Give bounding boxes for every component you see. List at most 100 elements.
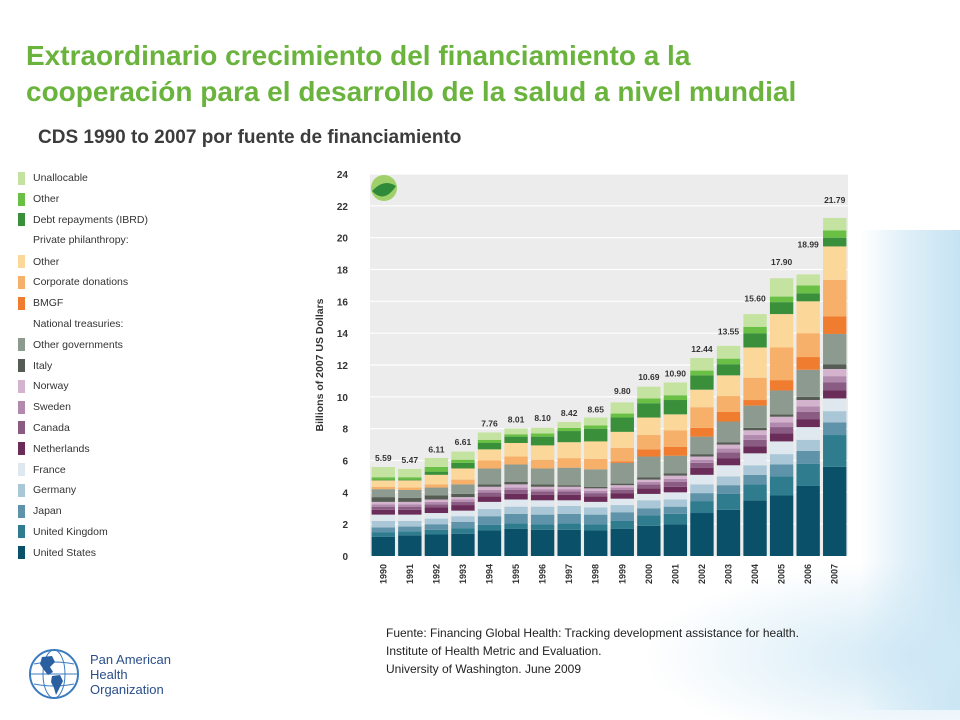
org-line-2: Health [90, 667, 128, 682]
bar-segment [716, 364, 741, 376]
bar-segment [610, 485, 634, 488]
bar-segment [610, 417, 634, 432]
legend-swatch [18, 483, 25, 497]
bar-segment [743, 326, 767, 334]
bar-segment [398, 504, 422, 507]
legend-label: BMGF [33, 297, 64, 310]
bar-segment [796, 301, 820, 334]
bar-segment [530, 468, 555, 485]
bar-segment [663, 513, 688, 525]
x-tick-label: 2001 [670, 564, 680, 584]
bar-segment [610, 528, 634, 556]
bar-segment [690, 501, 714, 514]
bar-segment [451, 462, 475, 469]
x-tick-label: 1997 [564, 564, 574, 584]
bar-total-label: 5.59 [375, 453, 392, 463]
x-tick-label: 1990 [378, 564, 388, 584]
legend-group-header: National treasuries: [33, 317, 124, 330]
bar-segment [796, 285, 820, 294]
bar-segment [371, 536, 395, 556]
bar-segment [743, 474, 767, 485]
bar-segment [743, 405, 767, 428]
bar-segment [371, 501, 395, 505]
legend-item: Germany [18, 480, 238, 501]
bar-segment [398, 497, 422, 502]
bar-segment [716, 442, 741, 445]
bar-segment [663, 478, 688, 482]
bar-segment [743, 314, 767, 327]
bar-segment [398, 489, 422, 498]
y-tick-label: 24 [337, 170, 349, 181]
bar-segment [637, 386, 661, 399]
bar-segment [398, 535, 422, 556]
bar-segment [371, 480, 395, 487]
bar-segment [716, 421, 741, 443]
bar-segment [477, 501, 502, 510]
bar-segment [769, 476, 794, 496]
bar-segment [716, 375, 741, 397]
bar-segment [769, 454, 794, 465]
bar-segment [637, 515, 661, 526]
bar-segment [769, 414, 794, 417]
bar-segment [424, 495, 449, 500]
bar-segment [663, 492, 688, 500]
bar-segment [584, 493, 608, 497]
bar-segment [584, 501, 608, 508]
bar-segment [557, 500, 581, 506]
bar-segment [424, 484, 449, 488]
bar-segment [530, 506, 555, 515]
bar-total-label: 18.99 [798, 240, 820, 250]
bar-segment [557, 458, 581, 468]
bar-segment [451, 528, 475, 534]
bar-segment [424, 457, 449, 467]
bar-segment [477, 442, 502, 450]
bar-segment [584, 428, 608, 442]
bar-total-label: 13.55 [718, 326, 740, 336]
bar-segment [663, 475, 688, 479]
y-tick-label: 20 [337, 234, 349, 245]
bar-segment [451, 499, 475, 502]
bar-segment [716, 465, 741, 477]
bar-segment [610, 462, 634, 484]
bar-segment [610, 431, 634, 448]
legend-label: Netherlands [33, 442, 90, 455]
bar-segment [663, 506, 688, 514]
bar-segment [716, 509, 741, 556]
bar-segment [743, 446, 767, 454]
bar-segment [371, 514, 395, 521]
bar-segment [637, 479, 661, 482]
bar-segment [743, 484, 767, 501]
bar-segment [796, 293, 820, 302]
organization-name: Pan American Health Organization [90, 652, 171, 697]
bar-segment [398, 506, 422, 510]
x-tick-label: 2006 [803, 564, 813, 584]
bar-segment [743, 333, 767, 348]
y-tick-label: 8 [342, 425, 348, 436]
bar-segment [769, 433, 794, 442]
x-tick-label: 1992 [431, 564, 441, 584]
bar-segment [637, 493, 661, 501]
bar-segment [716, 358, 741, 365]
bar-segment [371, 489, 395, 498]
bar-segment [690, 462, 714, 468]
bar-segment [743, 453, 767, 466]
bar-segment [530, 500, 555, 507]
bar-segment [530, 484, 555, 487]
bar-segment [398, 479, 422, 481]
legend-label: Unallocable [33, 172, 88, 185]
bar-segment [743, 377, 767, 401]
bar-segment [557, 431, 581, 443]
x-tick-label: 1993 [458, 564, 468, 584]
bar-segment [451, 505, 475, 511]
bar-segment [823, 368, 847, 377]
bar-segment [796, 400, 820, 407]
bar-segment [398, 520, 422, 527]
bar-segment [424, 518, 449, 525]
bar-segment [424, 507, 449, 514]
bar-segment [796, 450, 820, 464]
bar-segment [769, 422, 794, 428]
bar-segment [743, 465, 767, 475]
bar-segment [796, 419, 820, 428]
legend-swatch [18, 504, 25, 518]
